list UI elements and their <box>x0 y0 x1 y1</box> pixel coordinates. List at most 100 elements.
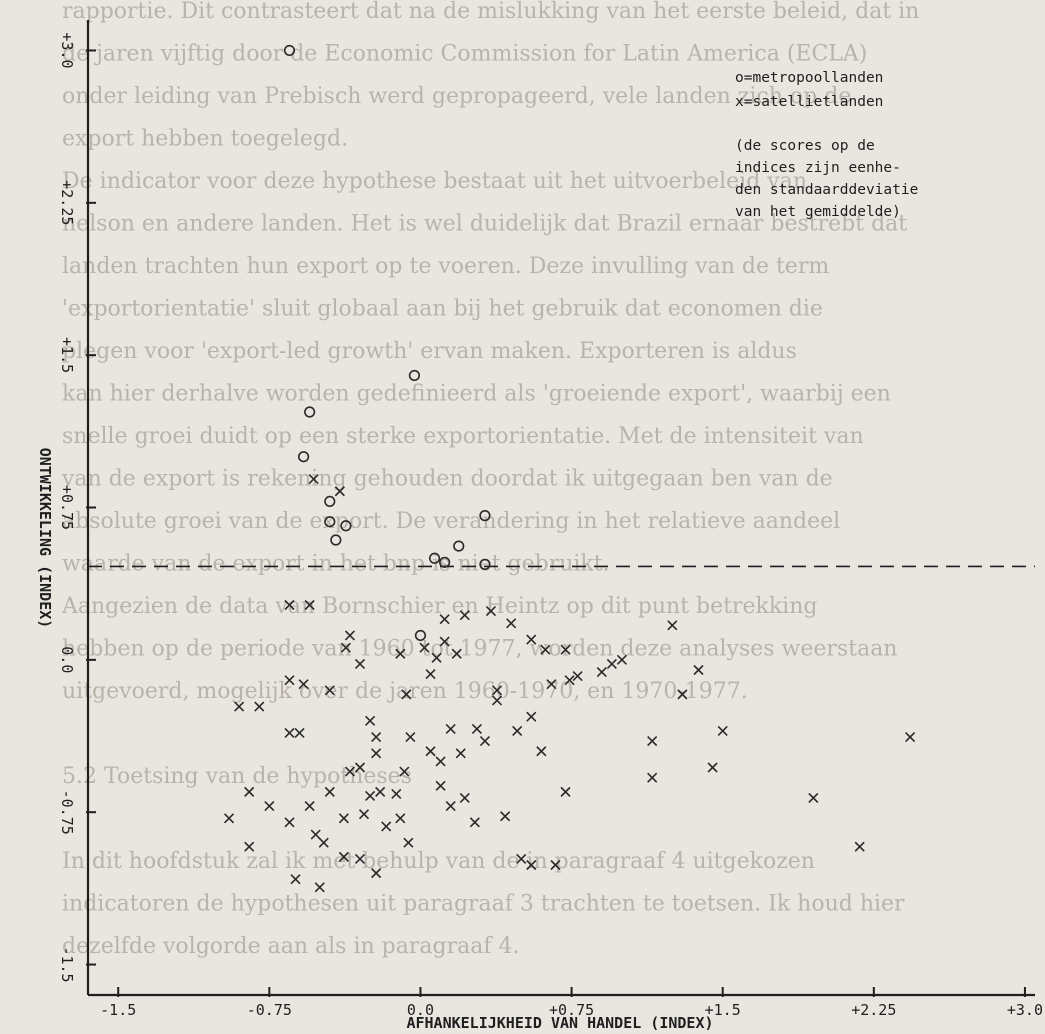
satelliet-point <box>381 821 392 832</box>
satelliet-point <box>284 727 295 739</box>
satelliet-point <box>512 725 523 737</box>
satelliet-point <box>324 786 335 797</box>
satelliet-point <box>399 766 410 777</box>
satelliet-point <box>459 792 470 804</box>
metropool-point <box>479 558 491 570</box>
background-text-line: snelle groei duidt op een sterke exporto… <box>62 424 864 449</box>
satelliet-point <box>560 644 571 655</box>
satelliet-point <box>469 817 480 828</box>
satelliet-point <box>526 634 537 645</box>
legend-note-line-2: indices zijn eenhe- <box>735 160 901 176</box>
background-text-line: rapportie. Dit contrasteert dat na de mi… <box>62 0 919 24</box>
satelliet-point <box>365 790 376 802</box>
legend-line-satelliet: x=satellietlanden <box>735 94 883 110</box>
metropool-point <box>479 510 491 522</box>
satelliet-point <box>314 882 325 893</box>
satelliet-point <box>564 675 575 686</box>
x-tick-label: +3.0 <box>1007 1001 1043 1019</box>
metropool-point <box>304 406 316 418</box>
satelliet-point <box>290 874 301 885</box>
x-tick-label: +1.5 <box>705 1001 741 1019</box>
background-text-line: van de export is rekening gehouden doord… <box>61 467 833 492</box>
background-text-line: dezelfde volgorde aan als in paragraaf 4… <box>62 934 519 959</box>
metropool-point <box>330 534 342 546</box>
legend: o=metropoollanden x=satellietlanden (de … <box>735 70 918 220</box>
satelliet-point <box>344 630 356 641</box>
satelliet-point <box>854 841 865 852</box>
satelliet-point <box>324 685 335 696</box>
metropool-point <box>283 44 296 57</box>
satelliet-point <box>371 731 382 743</box>
x-tick-label: -0.75 <box>247 1001 292 1019</box>
satelliet-point <box>304 599 315 611</box>
satelliet-point <box>304 801 315 812</box>
satelliet-point <box>693 664 704 676</box>
x-axis-ticks: -1.5 -0.75 0.0 +0.75 +1.5 +2.25 +3.0 <box>100 987 1043 1019</box>
satelliet-point <box>808 792 819 804</box>
satelliet-point <box>616 654 628 665</box>
satelliet-point <box>354 658 366 669</box>
satelliet-point <box>500 811 511 822</box>
legend-note-line-3: den standaarddeviatie <box>735 182 918 198</box>
background-text-line: kan hier derhalve worden gedefinieerd al… <box>62 382 891 407</box>
satelliet-point <box>445 801 456 812</box>
metropool-point <box>324 495 336 508</box>
y-tick-label: -0.75 <box>58 790 76 835</box>
metropool-point <box>297 451 310 463</box>
y-tick-label: +2.25 <box>58 180 76 225</box>
background-text-line: plegen voor 'export-led growth' ervan ma… <box>62 339 797 364</box>
satelliet-point <box>717 725 728 737</box>
background-text-line: uitgevoerd, mogelijk over de jaren 1960-… <box>62 679 748 704</box>
satelliet-point <box>284 599 295 611</box>
satelliet-point <box>354 853 366 864</box>
x-tick-label: +2.25 <box>851 1001 896 1019</box>
metropool-point <box>324 516 336 528</box>
satelliet-point <box>338 813 349 824</box>
satelliet-point <box>596 666 607 678</box>
background-text-line: landen trachten hun export op te voeren.… <box>62 254 829 279</box>
satelliet-point <box>284 817 295 828</box>
background-text-line: indicatoren de hypothesen uit paragraaf … <box>62 892 905 917</box>
satelliet-point <box>435 780 446 791</box>
data-points <box>223 44 916 893</box>
satelliet-point <box>707 762 718 773</box>
satelliet-point <box>391 788 402 799</box>
satelliet-point <box>540 644 551 655</box>
satelliet-point <box>425 746 436 757</box>
background-text-line: nelson en andere landen. Het is wel duid… <box>62 212 907 237</box>
background-text-line: hebben op de periode van 1960 tot 1977, … <box>62 637 897 662</box>
satelliet-point <box>344 766 356 777</box>
satelliet-point <box>572 671 583 682</box>
satelliet-point <box>451 648 462 659</box>
metropool-point <box>340 520 352 532</box>
satelliet-point <box>358 809 370 820</box>
satelliet-point <box>354 762 366 773</box>
satelliet-point <box>647 772 658 783</box>
satelliet-point <box>445 723 456 734</box>
x-tick-label: 0.0 <box>407 1001 434 1019</box>
satelliet-point <box>254 701 265 712</box>
satelliet-point <box>308 473 319 485</box>
metropool-point <box>439 556 451 568</box>
satelliet-point <box>431 652 442 663</box>
satelliet-point <box>334 486 345 497</box>
satelliet-point <box>471 723 482 734</box>
x-tick-label: -1.5 <box>100 1001 136 1019</box>
legend-note-line-1: (de scores op de <box>735 138 875 154</box>
background-text-line: In dit hoofdstuk zal ik met behulp van d… <box>62 849 815 874</box>
satelliet-point <box>284 675 295 686</box>
x-axis-title: AFHANKELIJKHEID VAN HANDEL (INDEX) <box>406 1014 713 1032</box>
satelliet-point <box>395 648 406 659</box>
satelliet-point <box>560 786 571 797</box>
satelliet-point <box>439 636 450 647</box>
y-tick-label: 0.0 <box>58 646 76 673</box>
background-text-line: De indicator voor deze hypothese bestaat… <box>62 169 807 194</box>
satelliet-point <box>318 837 329 848</box>
x-tick-label: +0.75 <box>549 1001 594 1019</box>
satelliet-point <box>234 701 245 712</box>
satelliet-point <box>375 786 386 797</box>
satelliet-point <box>546 679 557 690</box>
satelliet-point <box>455 748 466 759</box>
satelliet-point <box>479 736 490 747</box>
satelliet-point <box>435 756 446 767</box>
